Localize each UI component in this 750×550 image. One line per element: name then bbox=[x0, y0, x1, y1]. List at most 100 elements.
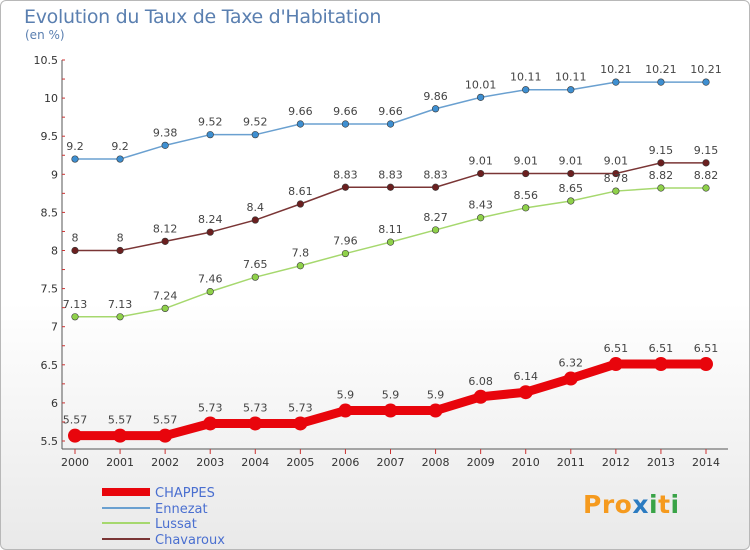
x-tick-label: 2002 bbox=[151, 456, 179, 469]
data-label-lussat: 7.13 bbox=[108, 298, 133, 311]
data-label-chavaroux: 8.83 bbox=[423, 168, 448, 181]
data-label-lussat: 8.65 bbox=[559, 182, 584, 195]
y-tick-label: 10.5 bbox=[34, 54, 59, 67]
data-label-lussat: 8.43 bbox=[468, 199, 493, 212]
data-label-chavaroux: 9.01 bbox=[513, 155, 538, 168]
data-label-ennezat: 9.52 bbox=[198, 116, 223, 129]
data-label-chavaroux: 9.01 bbox=[559, 155, 584, 168]
point-ennezat bbox=[161, 141, 169, 149]
point-chappes bbox=[248, 416, 263, 431]
data-label-lussat: 8.27 bbox=[423, 211, 448, 224]
point-lussat bbox=[522, 204, 530, 212]
point-chavaroux bbox=[477, 169, 485, 178]
point-ennezat bbox=[71, 155, 79, 163]
data-label-ennezat: 10.21 bbox=[645, 63, 677, 76]
point-ennezat bbox=[251, 131, 259, 139]
data-label-ennezat: 9.66 bbox=[333, 105, 358, 118]
point-chappes bbox=[338, 403, 353, 418]
data-label-chavaroux: 8.83 bbox=[378, 168, 403, 181]
x-tick-label: 2001 bbox=[106, 456, 134, 469]
data-label-chappes: 5.9 bbox=[427, 389, 445, 402]
data-label-chappes: 5.73 bbox=[243, 401, 268, 414]
x-tick-label: 2003 bbox=[196, 456, 224, 469]
point-chavaroux bbox=[567, 169, 575, 178]
data-label-ennezat: 9.2 bbox=[111, 140, 129, 153]
data-label-ennezat: 9.2 bbox=[66, 140, 84, 153]
point-chappes bbox=[653, 357, 668, 372]
data-label-chavaroux: 9.01 bbox=[604, 155, 629, 168]
point-ennezat bbox=[477, 93, 485, 101]
data-label-ennezat: 10.01 bbox=[465, 78, 497, 91]
data-label-chavaroux: 9.15 bbox=[649, 144, 674, 157]
data-label-chappes: 5.9 bbox=[337, 389, 355, 402]
point-chavaroux bbox=[431, 183, 440, 191]
x-tick-label: 2007 bbox=[377, 456, 405, 469]
data-label-chappes: 5.73 bbox=[288, 401, 313, 414]
point-ennezat bbox=[431, 105, 440, 113]
point-lussat bbox=[612, 187, 620, 195]
proxiti-logo: Proxiti bbox=[583, 490, 680, 519]
data-label-chavaroux: 8 bbox=[72, 232, 79, 245]
x-tick-label: 2008 bbox=[422, 456, 450, 469]
data-label-chappes: 5.73 bbox=[198, 401, 223, 414]
point-chavaroux bbox=[296, 200, 304, 208]
data-label-chappes: 6.51 bbox=[694, 342, 719, 355]
x-tick-label: 2000 bbox=[61, 456, 89, 469]
data-label-chappes: 6.51 bbox=[604, 342, 629, 355]
point-lussat bbox=[296, 262, 304, 270]
x-tick-label: 2012 bbox=[602, 456, 630, 469]
legend-label-chavaroux: Chavaroux bbox=[155, 533, 225, 548]
y-tick-label: 8.5 bbox=[41, 206, 59, 219]
point-chappes bbox=[608, 357, 623, 372]
data-label-chappes: 5.57 bbox=[153, 414, 178, 427]
point-chappes bbox=[158, 428, 173, 443]
data-label-chappes: 6.14 bbox=[513, 370, 538, 383]
data-label-lussat: 7.8 bbox=[292, 247, 310, 260]
x-tick-label: 2009 bbox=[467, 456, 495, 469]
point-lussat bbox=[431, 226, 440, 234]
point-chavaroux bbox=[116, 246, 124, 255]
point-chavaroux bbox=[386, 183, 395, 191]
point-chavaroux bbox=[702, 159, 710, 167]
point-lussat bbox=[206, 288, 214, 296]
x-tick-label: 2006 bbox=[331, 456, 359, 469]
point-chappes bbox=[203, 416, 218, 431]
point-ennezat bbox=[341, 120, 350, 128]
point-chavaroux bbox=[522, 169, 530, 178]
point-lussat bbox=[477, 214, 485, 222]
y-tick-label: 10 bbox=[44, 92, 58, 105]
point-lussat bbox=[567, 197, 575, 205]
point-chavaroux bbox=[251, 216, 259, 224]
data-label-chavaroux: 8.4 bbox=[247, 201, 265, 214]
point-chappes bbox=[699, 357, 713, 372]
data-label-lussat: 7.65 bbox=[243, 258, 268, 271]
data-label-chavaroux: 9.15 bbox=[694, 144, 719, 157]
data-label-chavaroux: 8 bbox=[117, 232, 124, 245]
point-chappes bbox=[428, 403, 443, 418]
x-tick-label: 2011 bbox=[557, 456, 585, 469]
data-label-chavaroux: 8.24 bbox=[198, 213, 223, 226]
point-lussat bbox=[161, 304, 169, 313]
point-chappes bbox=[563, 371, 578, 386]
x-tick-label: 2005 bbox=[286, 456, 314, 469]
point-lussat bbox=[71, 313, 79, 321]
data-label-lussat: 7.24 bbox=[153, 289, 178, 302]
data-label-lussat: 8.82 bbox=[694, 169, 719, 182]
data-label-ennezat: 9.66 bbox=[288, 105, 313, 118]
legend-label-ennezat: Ennezat bbox=[155, 502, 208, 517]
y-tick-label: 9 bbox=[51, 168, 58, 181]
point-chavaroux bbox=[161, 237, 169, 245]
chart-title: Evolution du Taux de Taxe d'Habitation bbox=[24, 6, 382, 28]
point-chappes bbox=[113, 428, 128, 443]
x-tick-label: 2013 bbox=[647, 456, 675, 469]
y-tick-label: 5.5 bbox=[41, 435, 59, 448]
point-chavaroux bbox=[341, 183, 350, 191]
data-label-chavaroux: 8.61 bbox=[288, 185, 313, 198]
y-tick-label: 8 bbox=[51, 245, 58, 258]
point-ennezat bbox=[386, 120, 395, 128]
data-label-chappes: 5.9 bbox=[382, 389, 400, 402]
data-label-lussat: 8.82 bbox=[649, 169, 674, 182]
point-chappes bbox=[68, 428, 82, 443]
point-lussat bbox=[702, 184, 710, 192]
point-ennezat bbox=[612, 78, 620, 86]
